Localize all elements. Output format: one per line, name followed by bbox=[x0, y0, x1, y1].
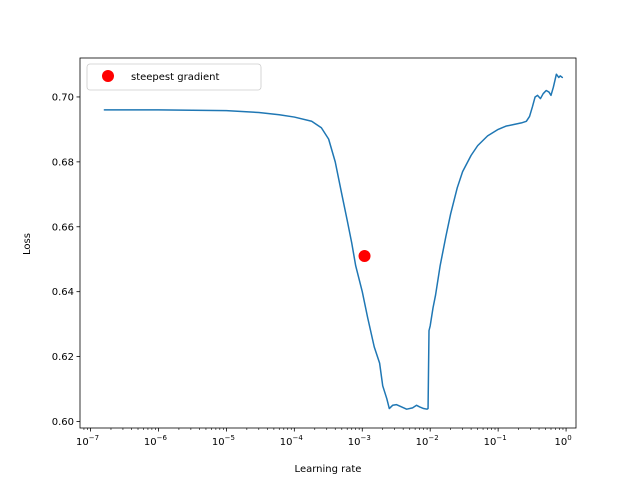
x-tick-label: 10−3 bbox=[348, 434, 371, 448]
x-axis-ticks: 10−7 10−6 10−5 10−4 10−3 10−2 10−1 100 bbox=[76, 428, 572, 448]
y-axis-ticks: 0.60 0.62 0.64 0.66 0.68 0.70 bbox=[52, 92, 80, 428]
y-tick-label: 0.68 bbox=[52, 157, 74, 168]
y-tick-label: 0.70 bbox=[52, 92, 74, 103]
y-tick-label: 0.64 bbox=[52, 287, 74, 298]
legend-marker bbox=[102, 70, 114, 82]
y-tick-label: 0.66 bbox=[52, 222, 74, 233]
x-tick-label: 10−1 bbox=[484, 434, 507, 448]
legend: steepest gradient bbox=[86, 63, 262, 91]
axes-frame bbox=[79, 57, 577, 429]
legend-label: steepest gradient bbox=[131, 72, 219, 83]
y-tick-label: 0.60 bbox=[52, 417, 74, 428]
plot-area bbox=[103, 73, 564, 410]
x-tick-label: 10−7 bbox=[76, 434, 99, 448]
steepest-gradient-point bbox=[358, 249, 371, 262]
loss-curve bbox=[103, 73, 564, 410]
x-tick-label: 10−2 bbox=[416, 434, 439, 448]
y-tick-label: 0.62 bbox=[52, 352, 74, 363]
x-tick-label: 100 bbox=[554, 434, 571, 448]
x-tick-label: 10−6 bbox=[144, 434, 168, 448]
x-axis-label: Learning rate bbox=[295, 464, 362, 475]
x-tick-label: 10−4 bbox=[280, 434, 304, 448]
legend-box bbox=[86, 63, 262, 91]
x-tick-label: 10−5 bbox=[212, 434, 235, 448]
y-axis-label: Loss bbox=[22, 233, 33, 255]
